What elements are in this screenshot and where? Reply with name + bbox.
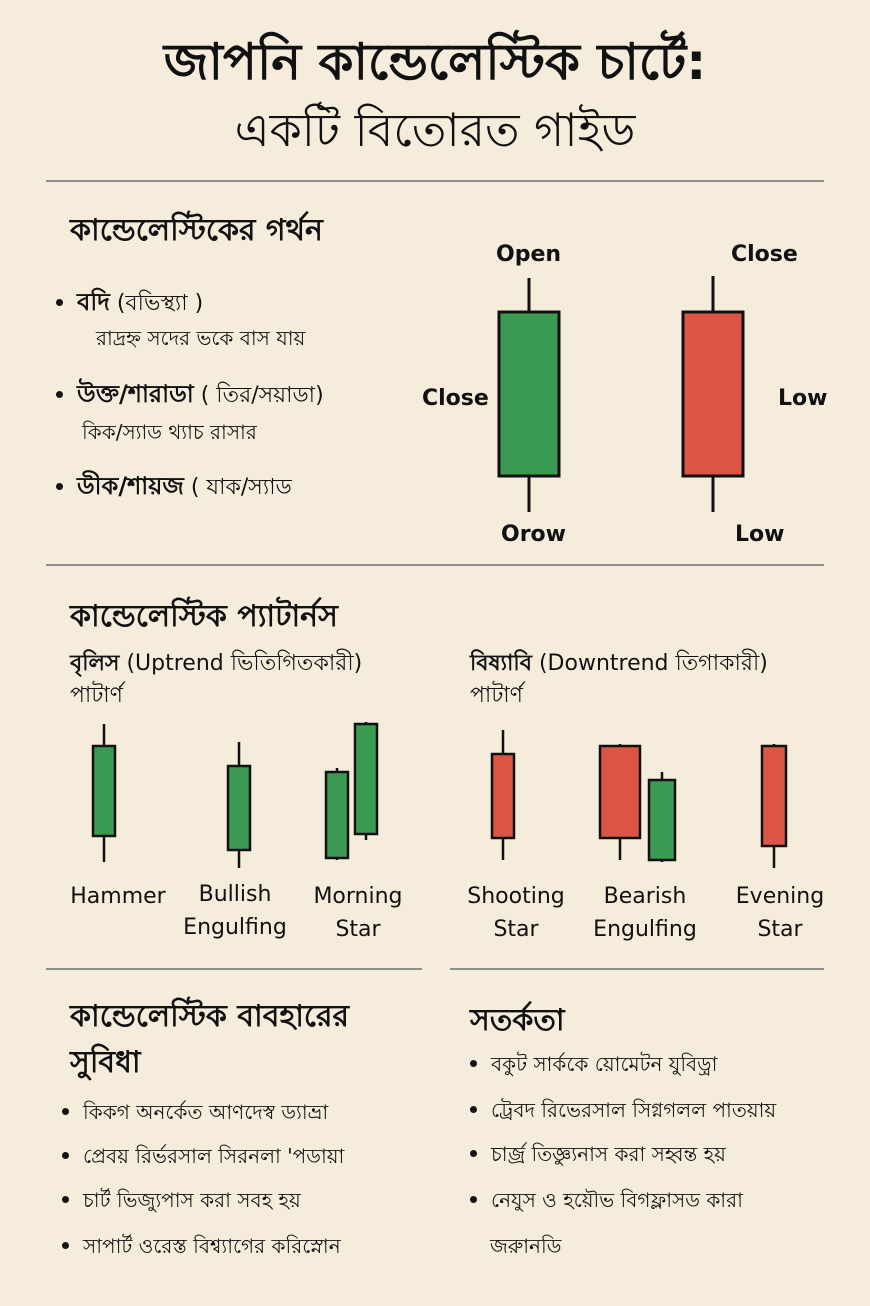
divider-top [46,180,824,182]
candle-body [324,770,350,860]
bearish-engulfing-candle-1 [598,744,642,860]
candle-body [598,744,642,840]
bullish-pattern-heading: বৃলিস (Uptrend ভিতিগিতকারী) পাটার্ণ [70,648,362,712]
shooting-star-candle [490,730,516,860]
bullet-icon [470,1106,477,1113]
bullet-icon [62,1242,69,1249]
candle-body [353,722,379,836]
bearish-heading-rest: (Downtrend তিগাকারী) [531,651,768,676]
caution-item: চার্জ্র তিজ্ঞ্যুনাস করা সহ্বন্ত হয় [470,1140,726,1173]
bullet-icon [62,1152,69,1159]
bullish-heading-line2: পাটার্ণ [70,683,123,708]
label-low-mid: Low [778,386,828,411]
pattern-label-morning-star: Morning Star [313,884,403,942]
caution-item: বকুট সার্ককে য়োমেটন যুবিড়্রা [470,1050,717,1083]
pattern-label-shooting-star: Shooting Star [467,884,565,942]
caution-heading: সতর্কতা [470,1003,565,1038]
bullet-icon [62,1108,69,1115]
candle-body [647,778,677,862]
hammer-candle [91,724,117,862]
anatomy-item-rest: (বভিস্থ্যা ) [109,291,204,316]
label-orow: Orow [501,522,566,547]
bullet-icon [56,390,63,398]
divider-bottom-left [46,968,422,970]
evening-star-candle [760,744,788,868]
candle-body [497,310,561,478]
anatomy-item-rest: ( যাক/স্যাড [183,475,292,500]
anatomy-item-bold: ডীক/শায়জ [77,472,184,500]
pattern-label-evening-star: Evening Star [735,884,825,942]
anatomy-item-wick: উক্ত/শারাডা ( তির/সয়াডা) [56,376,324,416]
bullet-icon [470,1060,477,1067]
candle-body [681,310,745,478]
bullish-engulfing-candle [226,742,252,868]
benefit-item: চার্ট ভিজ্যুপাস করা সবহ হয় [62,1186,301,1219]
caution-item: নেযুস ও হয়ৌভ বিগফ্লাসড কারা [470,1186,743,1219]
bearish-heading-line2: পাটার্ণ [470,683,523,708]
benefits-heading: কান্ডেলেস্টিক বাবহারের সুবিধা [70,999,349,1080]
anatomy-heading: কান্ডেলেস্টিকের গর্থন [70,213,323,248]
divider-bottom-right [450,968,824,970]
candle-body [760,744,788,848]
benefit-item: সাপার্ট ওরেস্ত বিশ্ব্যাগের করিস্নোন [62,1232,341,1265]
candle-body [91,744,117,838]
caution-item-continuation: জরুানডি [490,1234,562,1258]
label-close-left: Close [422,386,489,411]
bullet-icon [470,1150,477,1157]
candle-body [490,752,516,840]
morning-star-candle-1 [324,768,350,860]
pattern-label-bearish-engulfing: Bearish Engulfing [593,884,697,942]
label-low-bottom: Low [735,522,785,547]
bullish-heading-bold: বৃলিস [70,651,120,676]
page-title: জাপনি কান্ডেলেস্টিক চার্টে: [163,33,707,91]
bearish-heading-bold: বিষ্যাবি [470,651,532,676]
morning-star-candle-2 [353,722,379,840]
bullet-icon [56,298,63,306]
caution-item: ট্রেবদ রিভেরসাল সিগ্নগলল পাতয়ায় [470,1096,776,1129]
pattern-label-bullish-engulfing: Bullish Engulfing [183,882,287,940]
anatomy-item-rest: ( তির/সয়াডা) [193,383,324,408]
bullet-icon [62,1196,69,1203]
bullet-icon [56,482,63,490]
patterns-heading: কান্ডেলেস্টিক প্যাটার্নস [70,599,338,634]
label-open: Open [496,242,562,267]
anatomy-item-bold: উক্ত/শারাডা [77,380,194,408]
anatomy-bear-candle [681,276,745,512]
bullet-icon [470,1196,477,1203]
bearish-engulfing-candle-2 [647,772,677,862]
benefit-item: প্রেবয় রির্ভরসাল সিরনলা 'পডায়া [62,1142,344,1175]
anatomy-item-sub: কিক/স্যাড থ্যাচ রাসার [82,420,257,444]
page-subtitle: একটি বিতোরত গাইড [234,103,636,157]
pattern-label-hammer: Hammer [70,884,166,909]
label-close-right: Close [731,242,798,267]
divider-middle [46,564,824,566]
anatomy-item-body: বদি (বভিস্থ্যা ) [56,284,203,324]
bullish-heading-rest: (Uptrend ভিতিগিতকারী) [119,651,363,676]
anatomy-item-range: ডীক/শায়জ ( যাক/স্যাড [56,468,292,508]
anatomy-bull-candle [497,278,561,512]
anatomy-item-bold: বদি [77,288,110,316]
anatomy-item-sub: রাদ্রহ্ন সদের ভকে বাস যায় [96,326,306,350]
candle-body [226,764,252,852]
bearish-pattern-heading: বিষ্যাবি (Downtrend তিগাকারী) পাটার্ণ [470,648,768,712]
benefit-item: কিকগ অনর্কেত আণদেস্ব ড্যাভ্রা [62,1098,328,1131]
